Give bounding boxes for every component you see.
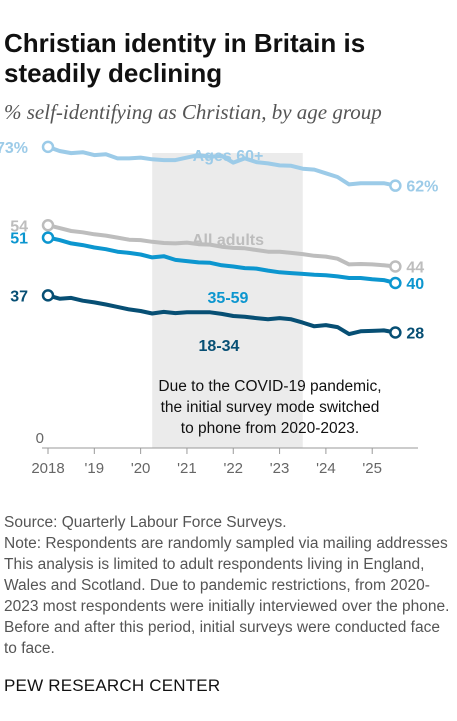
brand-logo-text: PEW RESEARCH CENTER <box>4 676 221 695</box>
source-text: Source: Quarterly Labour Force Surveys. <box>4 514 287 531</box>
series-start-point <box>41 140 55 154</box>
covid-annotation: Due to the COVID-19 pandemic, the initial… <box>158 378 381 437</box>
x-tick-label: '19 <box>85 460 105 477</box>
series-name-label: All adults <box>192 232 264 249</box>
series-end-label: 40 <box>406 276 424 293</box>
x-tick-label: '22 <box>223 460 243 477</box>
covid-annotation-line: to phone from 2020-2023. <box>181 420 359 437</box>
series-start-point <box>41 231 55 244</box>
covid-annotation-line: the initial survey mode switched <box>161 399 380 416</box>
series-line-all-adults <box>46 223 398 269</box>
series-end-label: 62% <box>406 179 438 196</box>
x-tick-label: '23 <box>270 460 290 477</box>
series-start-label: 51 <box>10 231 28 248</box>
series-line-35-59 <box>46 235 398 285</box>
series-name-label: 35-59 <box>208 290 249 307</box>
series-start-point <box>41 219 55 232</box>
x-tick-label: '24 <box>316 460 336 477</box>
series-line-ages-60- <box>46 144 398 188</box>
y-tick-label: 0 <box>36 430 44 447</box>
series-name-label: 18-34 <box>199 338 240 355</box>
chart-title: Christian identity in Britain is steadil… <box>4 28 366 88</box>
series-end-point <box>389 276 402 290</box>
x-tick-label: '25 <box>362 460 382 477</box>
chart-subtitle: % self-identifying as Christian, by age … <box>4 100 382 124</box>
series-name-label: Ages 60+ <box>193 148 264 165</box>
source-notes: Source: Quarterly Labour Force Surveys. … <box>4 512 454 659</box>
note-text: Note: Respondents are randomly sampled v… <box>4 535 450 657</box>
x-tick-label: 2018 <box>31 460 64 477</box>
series-end-point <box>389 179 402 192</box>
series-end-label: 28 <box>406 326 424 343</box>
x-tick-label: '21 <box>177 460 197 477</box>
x-tick-label: '20 <box>131 460 151 477</box>
series-start-label: 73% <box>0 140 28 157</box>
covid-period-shading <box>152 153 303 448</box>
series-line-18-34 <box>46 293 398 337</box>
series-start-label: 37 <box>10 288 28 305</box>
series-start-point <box>41 289 55 302</box>
line-chart: 0 2018 '19 '20 '21 '22 '23 '24 '25 Due to the COV… <box>0 140 438 477</box>
series-start-label: 54 <box>10 218 28 235</box>
series-end-point <box>389 260 402 273</box>
series-end-label: 44 <box>406 260 424 277</box>
covid-annotation-line: Due to the COVID-19 pandemic, <box>158 378 381 395</box>
series-end-point <box>389 326 402 339</box>
